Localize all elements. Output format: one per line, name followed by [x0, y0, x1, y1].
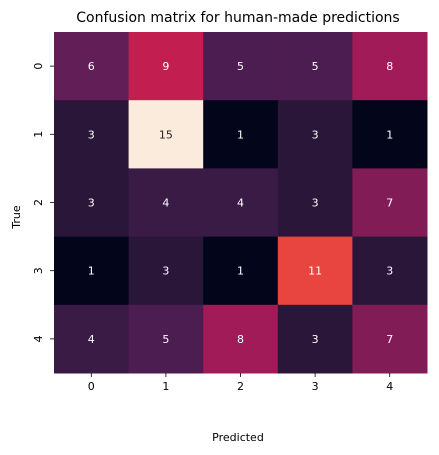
x-tick-label: 4 [386, 380, 393, 393]
heatmap-cell-3-3 [277, 236, 353, 306]
y-axis-label: True [10, 205, 23, 230]
cell-value-label: 5 [237, 60, 244, 73]
y-axis: 0 1 2 3 4 [32, 63, 54, 342]
heatmap-cell-4-1 [128, 304, 204, 374]
cell-value-label: 5 [162, 333, 169, 346]
cell-value-label: 3 [88, 128, 95, 141]
heatmap-cell-2-2 [203, 168, 279, 238]
heatmap-cells: 6 9 5 5 83 15 1 3 13 4 4 3 71 3 1 11 34 5 8 3 7 [54, 32, 428, 374]
y-tick-label: 1 [32, 131, 45, 138]
chart-title: Confusion matrix for human-made predicti… [76, 10, 399, 26]
cell-value-label: 15 [159, 128, 173, 141]
y-tick-label: 3 [32, 267, 45, 274]
cell-value-label: 1 [88, 265, 95, 278]
cell-value-label: 3 [312, 128, 319, 141]
cell-value-label: 1 [237, 128, 244, 141]
heatmap-cell-1-2 [203, 100, 279, 169]
heatmap-cell-0-0 [54, 32, 130, 101]
heatmap-cell-1-1 [128, 100, 204, 169]
heatmap-cell-2-0 [54, 168, 130, 238]
cell-value-label: 3 [312, 333, 319, 346]
x-axis-label: Predicted [212, 431, 264, 444]
heatmap-cell-4-4 [352, 304, 428, 374]
heatmap-cell-4-0 [54, 304, 130, 374]
x-tick-label: 3 [312, 380, 319, 393]
y-tick-label: 4 [32, 335, 45, 342]
cell-value-label: 1 [386, 128, 393, 141]
y-tick-label: 2 [32, 199, 45, 206]
x-axis: 0 1 2 3 4 [88, 373, 393, 393]
cell-value-label: 4 [162, 197, 169, 210]
y-tick-label: 0 [32, 63, 45, 70]
cell-value-label: 3 [312, 197, 319, 210]
cell-value-label: 9 [162, 60, 169, 73]
x-tick-label: 2 [237, 380, 244, 393]
heatmap-cell-2-4 [352, 168, 428, 238]
heatmap-cell-2-1 [128, 168, 204, 238]
cell-value-label: 7 [386, 197, 393, 210]
heatmap-cell-3-1 [128, 236, 204, 306]
heatmap-cell-3-0 [54, 236, 130, 306]
cell-value-label: 8 [386, 60, 393, 73]
cell-value-label: 1 [237, 265, 244, 278]
cell-value-label: 4 [88, 333, 95, 346]
heatmap-cell-0-2 [203, 32, 279, 101]
cell-value-label: 3 [162, 265, 169, 278]
cell-value-label: 5 [312, 60, 319, 73]
cell-value-label: 4 [237, 197, 244, 210]
cell-value-label: 3 [386, 265, 393, 278]
heatmap-cell-0-4 [352, 32, 428, 101]
heatmap-cell-1-4 [352, 100, 428, 169]
cell-value-label: 6 [88, 60, 95, 73]
heatmap-cell-2-3 [277, 168, 353, 238]
cell-value-label: 3 [88, 197, 95, 210]
cell-value-label: 11 [308, 265, 322, 278]
heatmap-cell-4-3 [277, 304, 353, 374]
cell-value-label: 7 [386, 333, 393, 346]
heatmap-cell-3-2 [203, 236, 279, 306]
heatmap-cell-1-0 [54, 100, 130, 169]
x-tick-label: 0 [88, 380, 95, 393]
heatmap-cell-0-1 [128, 32, 204, 101]
heatmap-cell-0-3 [277, 32, 353, 101]
x-tick-label: 1 [162, 380, 169, 393]
cell-value-label: 8 [237, 333, 244, 346]
heatmap-cell-3-4 [352, 236, 428, 306]
heatmap-cell-1-3 [277, 100, 353, 169]
heatmap-cell-4-2 [203, 304, 279, 374]
